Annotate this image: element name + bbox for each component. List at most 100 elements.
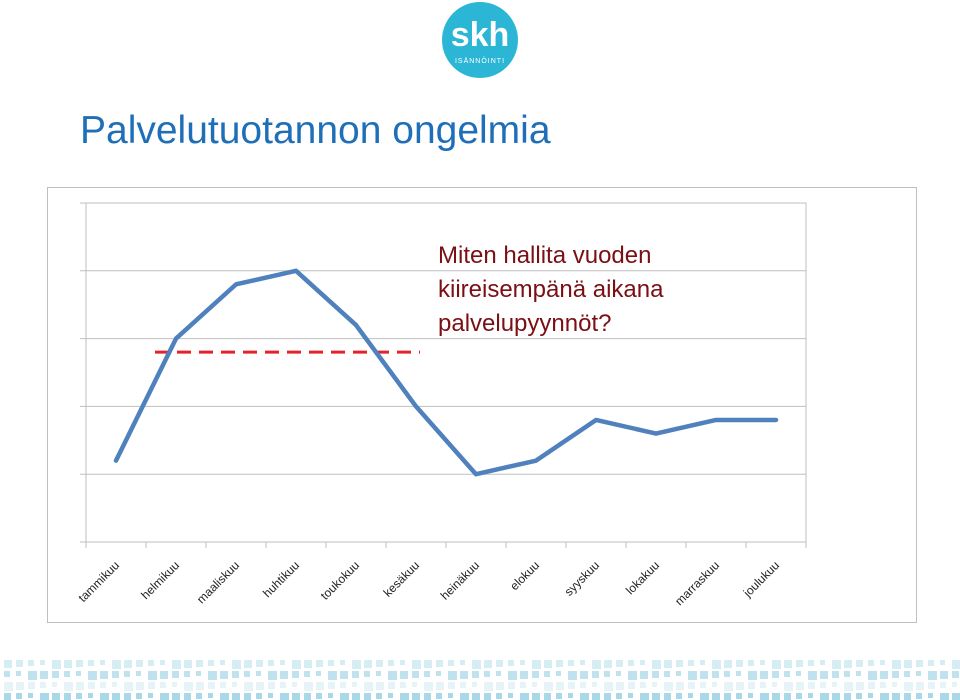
deco-square [268,660,274,666]
deco-square [928,671,937,680]
deco-square [688,671,697,680]
deco-square [760,693,769,700]
deco-square [148,682,155,689]
deco-square [364,660,372,668]
deco-square [604,671,610,677]
deco-square [412,682,417,687]
deco-square [208,671,217,680]
deco-square [448,693,453,698]
deco-square [340,671,348,679]
deco-square [172,682,177,687]
deco-square [244,682,253,691]
deco-square [196,693,202,699]
deco-square [784,660,792,668]
deco-square [856,682,864,690]
deco-square [880,671,888,679]
deco-square [136,671,141,676]
deco-square [688,693,693,698]
deco-square [592,693,600,700]
deco-square [328,671,337,680]
deco-square [64,660,72,668]
deco-square [376,660,383,667]
deco-square [892,671,899,678]
deco-square [340,660,345,665]
deco-square [280,660,285,665]
deco-square [280,693,289,700]
decorative-pattern [4,660,960,700]
deco-square [592,660,601,669]
deco-square [748,682,755,689]
deco-square [760,660,765,665]
deco-square [292,671,299,678]
deco-square [460,693,469,700]
deco-square [460,671,468,679]
deco-square [952,671,959,678]
deco-square [496,660,503,667]
deco-square [352,660,361,669]
deco-square [856,660,863,667]
deco-square [388,693,393,698]
deco-square [796,671,801,676]
deco-square [916,693,922,699]
deco-square [376,682,384,690]
deco-square [460,660,465,665]
deco-square [28,682,35,689]
deco-square [460,682,466,688]
deco-square [400,671,408,679]
annotation: Miten hallita vuoden [438,242,651,269]
deco-square [292,660,301,669]
deco-square [208,660,214,666]
deco-square [676,682,684,690]
deco-square [916,682,924,690]
deco-square [232,682,237,687]
deco-square [448,660,454,666]
deco-square [172,660,181,669]
deco-square [880,660,885,665]
deco-square [448,671,457,680]
deco-square [220,671,228,679]
deco-square [76,660,83,667]
deco-square [652,660,661,669]
deco-square [400,693,409,700]
deco-square [916,671,921,676]
deco-square [868,693,873,698]
deco-square [556,682,564,690]
deco-square [340,682,346,688]
deco-square [604,682,613,691]
deco-square [652,671,659,678]
deco-square [856,671,861,676]
deco-square [556,671,561,676]
deco-square [304,671,310,677]
deco-square [40,671,48,679]
deco-square [184,660,192,668]
deco-square [316,671,321,676]
deco-square [940,671,948,679]
deco-square [484,671,490,677]
deco-square [640,660,645,665]
deco-square [808,671,817,680]
deco-square [568,682,575,689]
deco-square [316,682,324,690]
deco-square [412,660,421,669]
deco-square [76,671,81,676]
deco-square [868,671,877,680]
deco-square [160,671,168,679]
deco-square [952,682,957,687]
deco-square [220,682,226,688]
deco-square [256,682,264,690]
deco-square [496,682,504,690]
deco-square [616,660,623,667]
deco-square [700,671,708,679]
deco-square [256,660,263,667]
deco-square [40,660,45,665]
deco-square [124,671,130,677]
deco-square [712,671,719,678]
deco-square [700,660,705,665]
deco-square [88,682,95,689]
deco-square [532,693,540,700]
deco-square [544,693,551,700]
deco-square [628,671,637,680]
deco-square [388,682,395,689]
deco-square [532,682,537,687]
deco-square [40,693,49,700]
